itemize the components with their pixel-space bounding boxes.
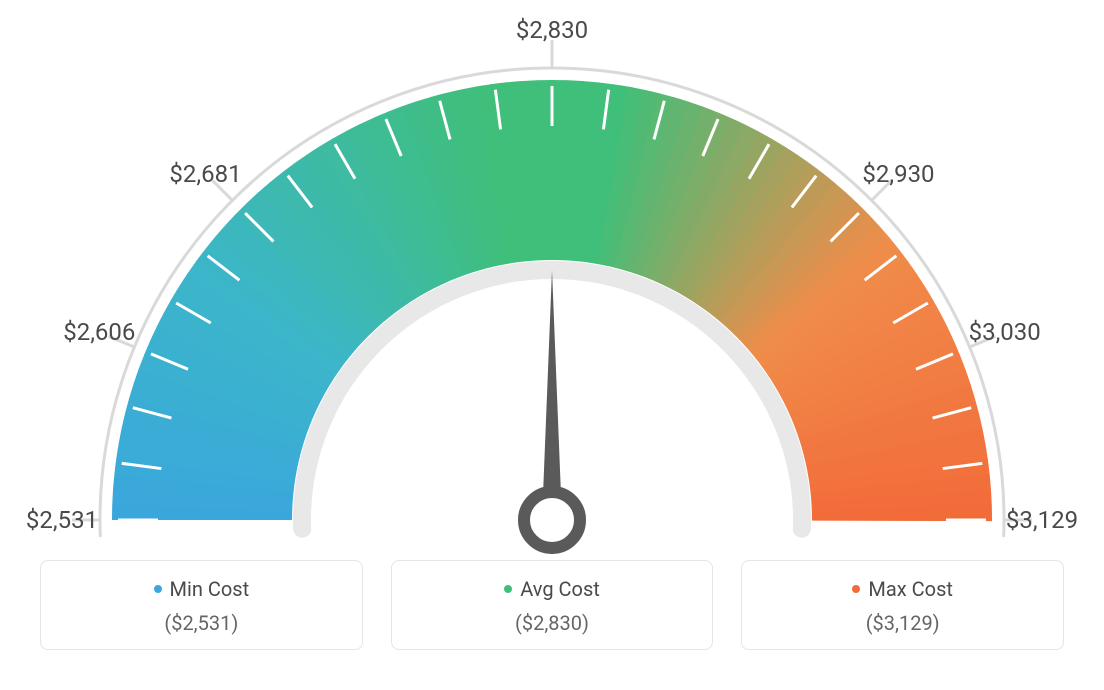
avg-cost-value: ($2,830) <box>392 611 713 635</box>
min-cost-card: Min Cost ($2,531) <box>40 560 363 650</box>
cost-gauge: $2,531 $2,606 $2,681 $2,830 $2,930 $3,030 $3,1… <box>0 0 1104 560</box>
gauge-tick-label: $2,830 <box>516 16 588 44</box>
max-cost-value: ($3,129) <box>742 611 1063 635</box>
avg-cost-label: Avg Cost <box>520 577 600 601</box>
gauge-tick-label: $2,606 <box>63 318 135 346</box>
avg-cost-card: Avg Cost ($2,830) <box>391 560 714 650</box>
gauge-tick-label: $2,930 <box>862 160 934 188</box>
gauge-tick-label: $3,030 <box>969 318 1041 346</box>
max-cost-label: Max Cost <box>868 577 953 601</box>
max-cost-title: Max Cost <box>852 577 953 601</box>
avg-cost-title: Avg Cost <box>504 577 600 601</box>
max-cost-card: Max Cost ($3,129) <box>741 560 1064 650</box>
gauge-svg <box>0 0 1104 560</box>
gauge-tick-label: $2,681 <box>169 160 241 188</box>
min-cost-value: ($2,531) <box>41 611 362 635</box>
legend-cards: Min Cost ($2,531) Avg Cost ($2,830) Max … <box>0 560 1104 650</box>
legend-dot-avg <box>504 585 512 593</box>
legend-dot-min <box>154 585 162 593</box>
gauge-tick-label: $2,531 <box>26 506 98 534</box>
gauge-tick-label: $3,129 <box>1006 506 1078 534</box>
min-cost-title: Min Cost <box>154 577 250 601</box>
legend-dot-max <box>852 585 860 593</box>
min-cost-label: Min Cost <box>170 577 250 601</box>
